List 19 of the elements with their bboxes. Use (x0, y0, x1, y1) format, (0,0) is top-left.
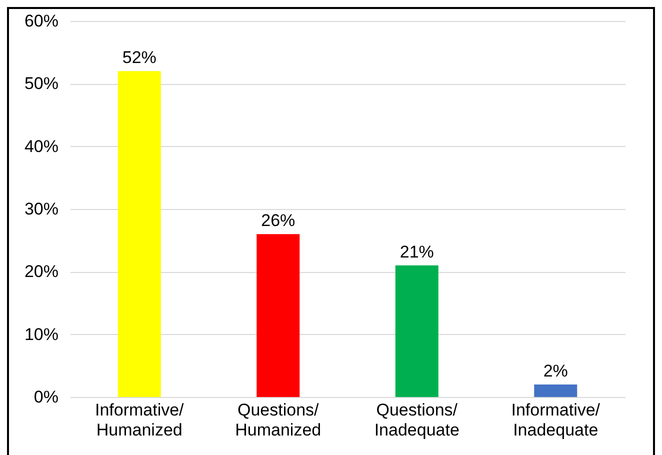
y-tick-label: 60% (24, 12, 58, 30)
data-label: 21% (400, 242, 434, 262)
x-tick-label: Informative/ Humanized (94, 400, 184, 440)
bar (256, 234, 300, 397)
x-tick-label: Questions/ Humanized (235, 400, 322, 440)
y-tick-label: 50% (24, 74, 58, 94)
y-tick-label: 20% (24, 262, 58, 282)
bar (395, 265, 438, 397)
bar (534, 384, 578, 397)
y-tick-label: 0% (34, 388, 58, 406)
bar (118, 71, 161, 397)
y-tick-label: 10% (24, 324, 58, 344)
x-tick-label: Informative/ Inadequate (511, 400, 600, 440)
data-label: 26% (261, 211, 296, 230)
x-tick-label: Questions/ Inadequate (374, 400, 460, 440)
y-tick-label: 40% (24, 136, 58, 156)
data-label: 2% (543, 361, 568, 380)
data-label: 52% (122, 48, 156, 68)
y-tick-label: 30% (24, 200, 58, 218)
